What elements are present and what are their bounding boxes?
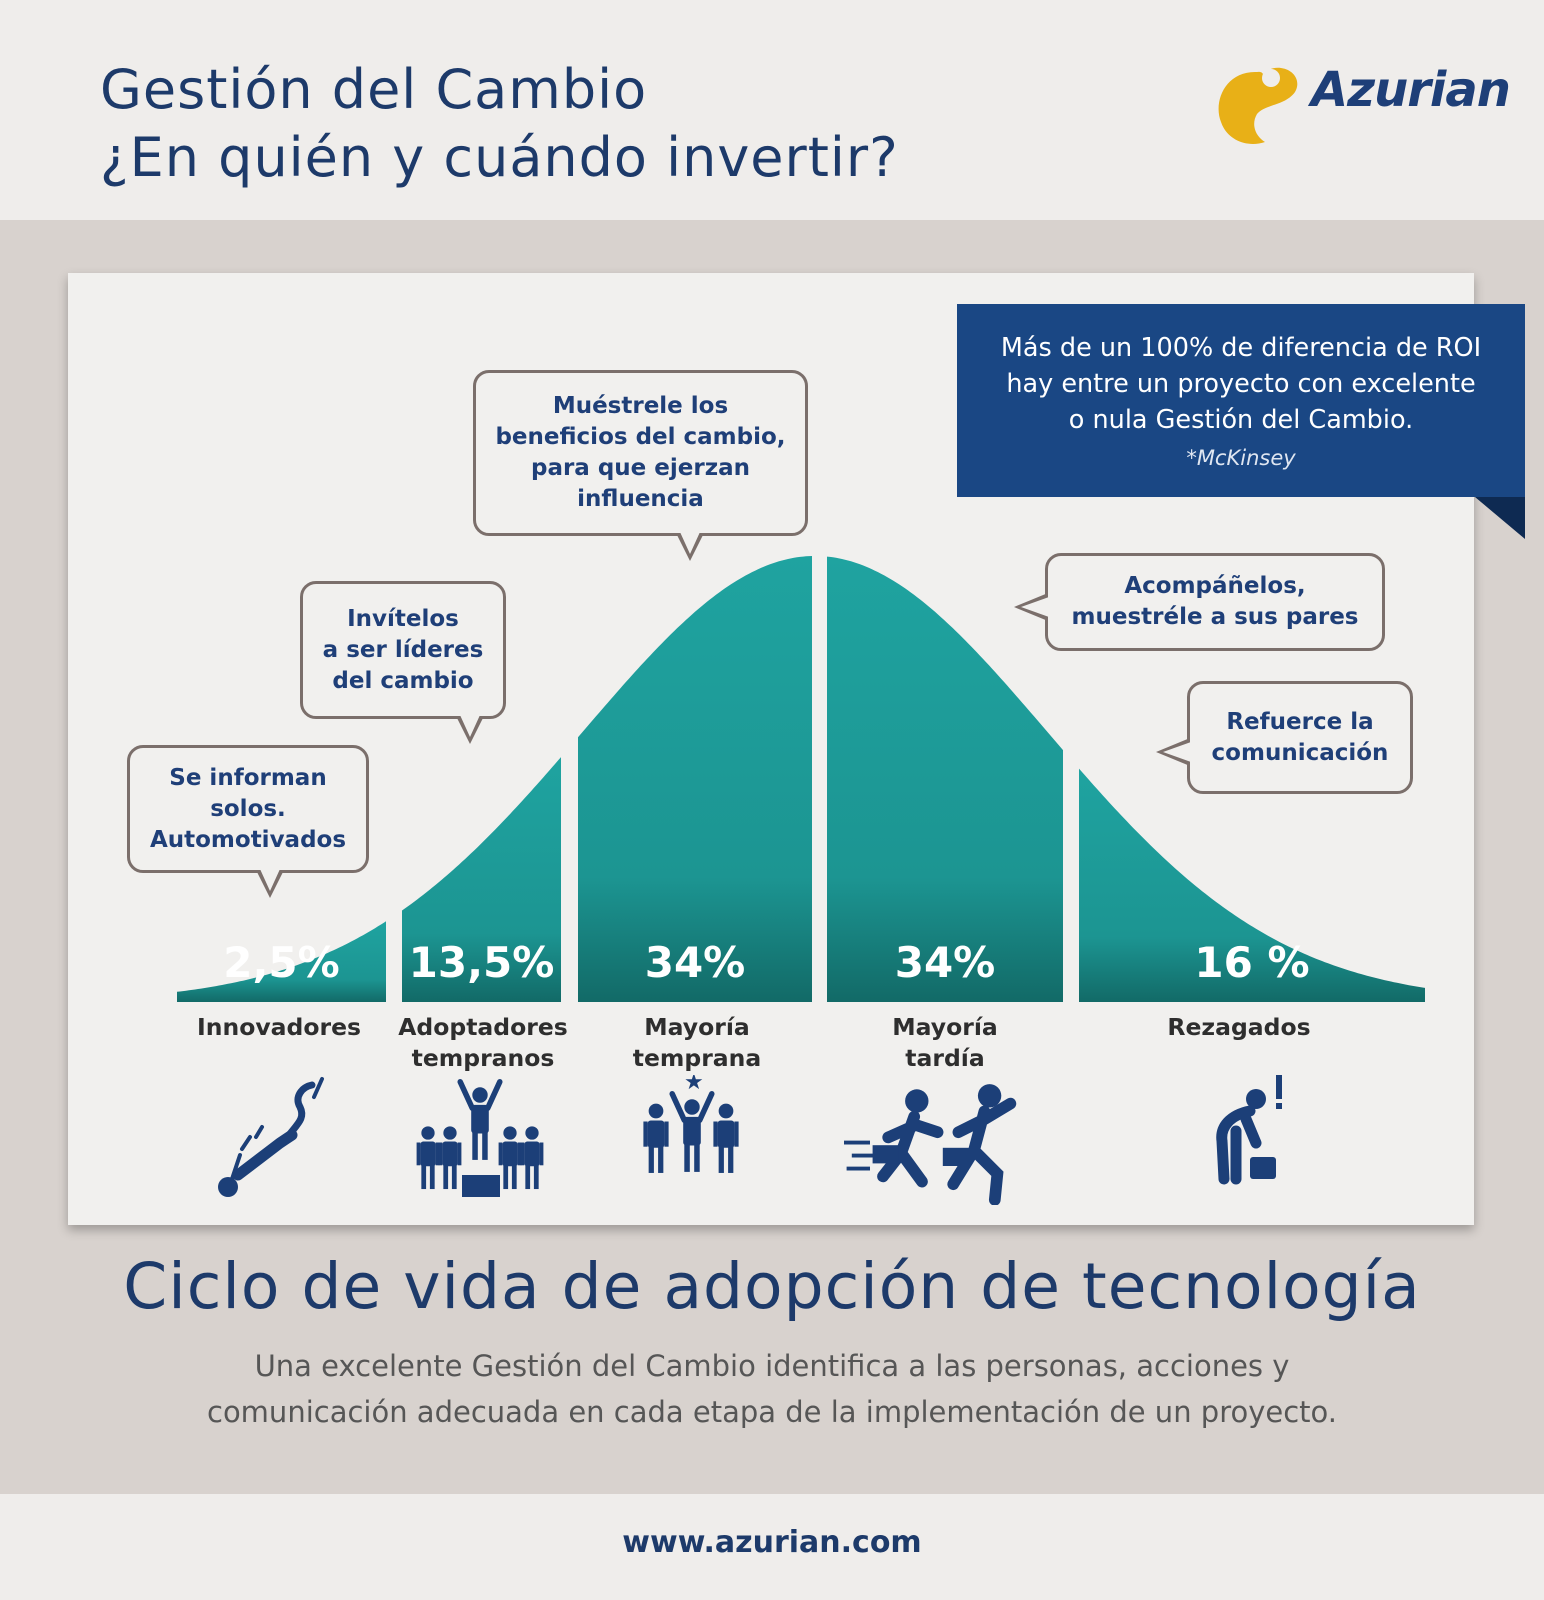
page-title-line-1: Gestión del Cambio xyxy=(100,58,648,121)
advice-bubble: Invítelos a ser líderes del cambio xyxy=(300,581,506,719)
bubble-tail-inner xyxy=(1021,597,1049,617)
cheering-leader-icon xyxy=(416,1079,544,1197)
curve-segment-5 xyxy=(1079,768,1425,1002)
category-label: Adoptadores tempranos xyxy=(398,1013,568,1072)
group-with-star-icon: ★ xyxy=(643,1075,739,1173)
percentage-label: 13,5% xyxy=(408,938,555,987)
curve-segment-4 xyxy=(827,556,1063,1002)
description-text: Una excelente Gestión del Cambio identif… xyxy=(207,1349,1337,1429)
footer-band xyxy=(0,1494,1544,1600)
bubble-tail-inner xyxy=(260,869,280,891)
percentage-label: 2,5% xyxy=(223,938,340,987)
bubble-tail-inner xyxy=(460,715,480,737)
percentage-label: 16 % xyxy=(1194,938,1310,987)
bubble-tail-inner xyxy=(1163,742,1191,762)
percentage-label: 34% xyxy=(894,938,996,987)
callout-fold xyxy=(1475,497,1525,539)
roi-callout: Más de un 100% de diferencia de ROI hay … xyxy=(957,304,1525,497)
roi-callout-text: Más de un 100% de diferencia de ROI hay … xyxy=(1000,333,1482,435)
bubble-tail-inner xyxy=(680,532,700,554)
page-title-line-2: ¿En quién y cuándo invertir? xyxy=(100,126,899,189)
logo-text: Azurian xyxy=(1311,62,1511,118)
curve-segment-3 xyxy=(578,556,812,1002)
percentage-label: 34% xyxy=(644,938,746,987)
category-label: Mayoría tardía xyxy=(892,1013,998,1072)
azurian-logo-icon xyxy=(1218,67,1298,144)
svg-text:★: ★ xyxy=(684,1075,704,1095)
header-band xyxy=(0,0,1544,220)
advice-bubble: Acompáñelos, muestréle a sus pares xyxy=(1045,553,1385,651)
leaping-person-icon xyxy=(218,1077,324,1197)
category-label: Mayoría temprana xyxy=(632,1013,762,1072)
category-label: Innovadores xyxy=(196,1013,361,1041)
advice-bubble: Muéstrele los beneficios del cambio, par… xyxy=(473,370,808,536)
roi-callout-source: *McKinsey xyxy=(1186,446,1296,470)
main-heading: Ciclo de vida de adopción de tecnología xyxy=(123,1250,1421,1323)
curve-segment-2 xyxy=(402,757,561,1002)
curve-segment-1 xyxy=(177,921,386,1002)
curve-segments xyxy=(177,556,1425,1002)
category-label: Rezagados xyxy=(1167,1013,1311,1041)
advice-bubble: Se informan solos. Automotivados xyxy=(127,745,369,873)
confused-person-icon xyxy=(1216,1075,1282,1185)
footer-url-link[interactable]: www.azurian.com xyxy=(622,1525,922,1560)
running-people-icon xyxy=(844,1084,1017,1205)
advice-bubble: Refuerce la comunicación xyxy=(1187,681,1413,794)
